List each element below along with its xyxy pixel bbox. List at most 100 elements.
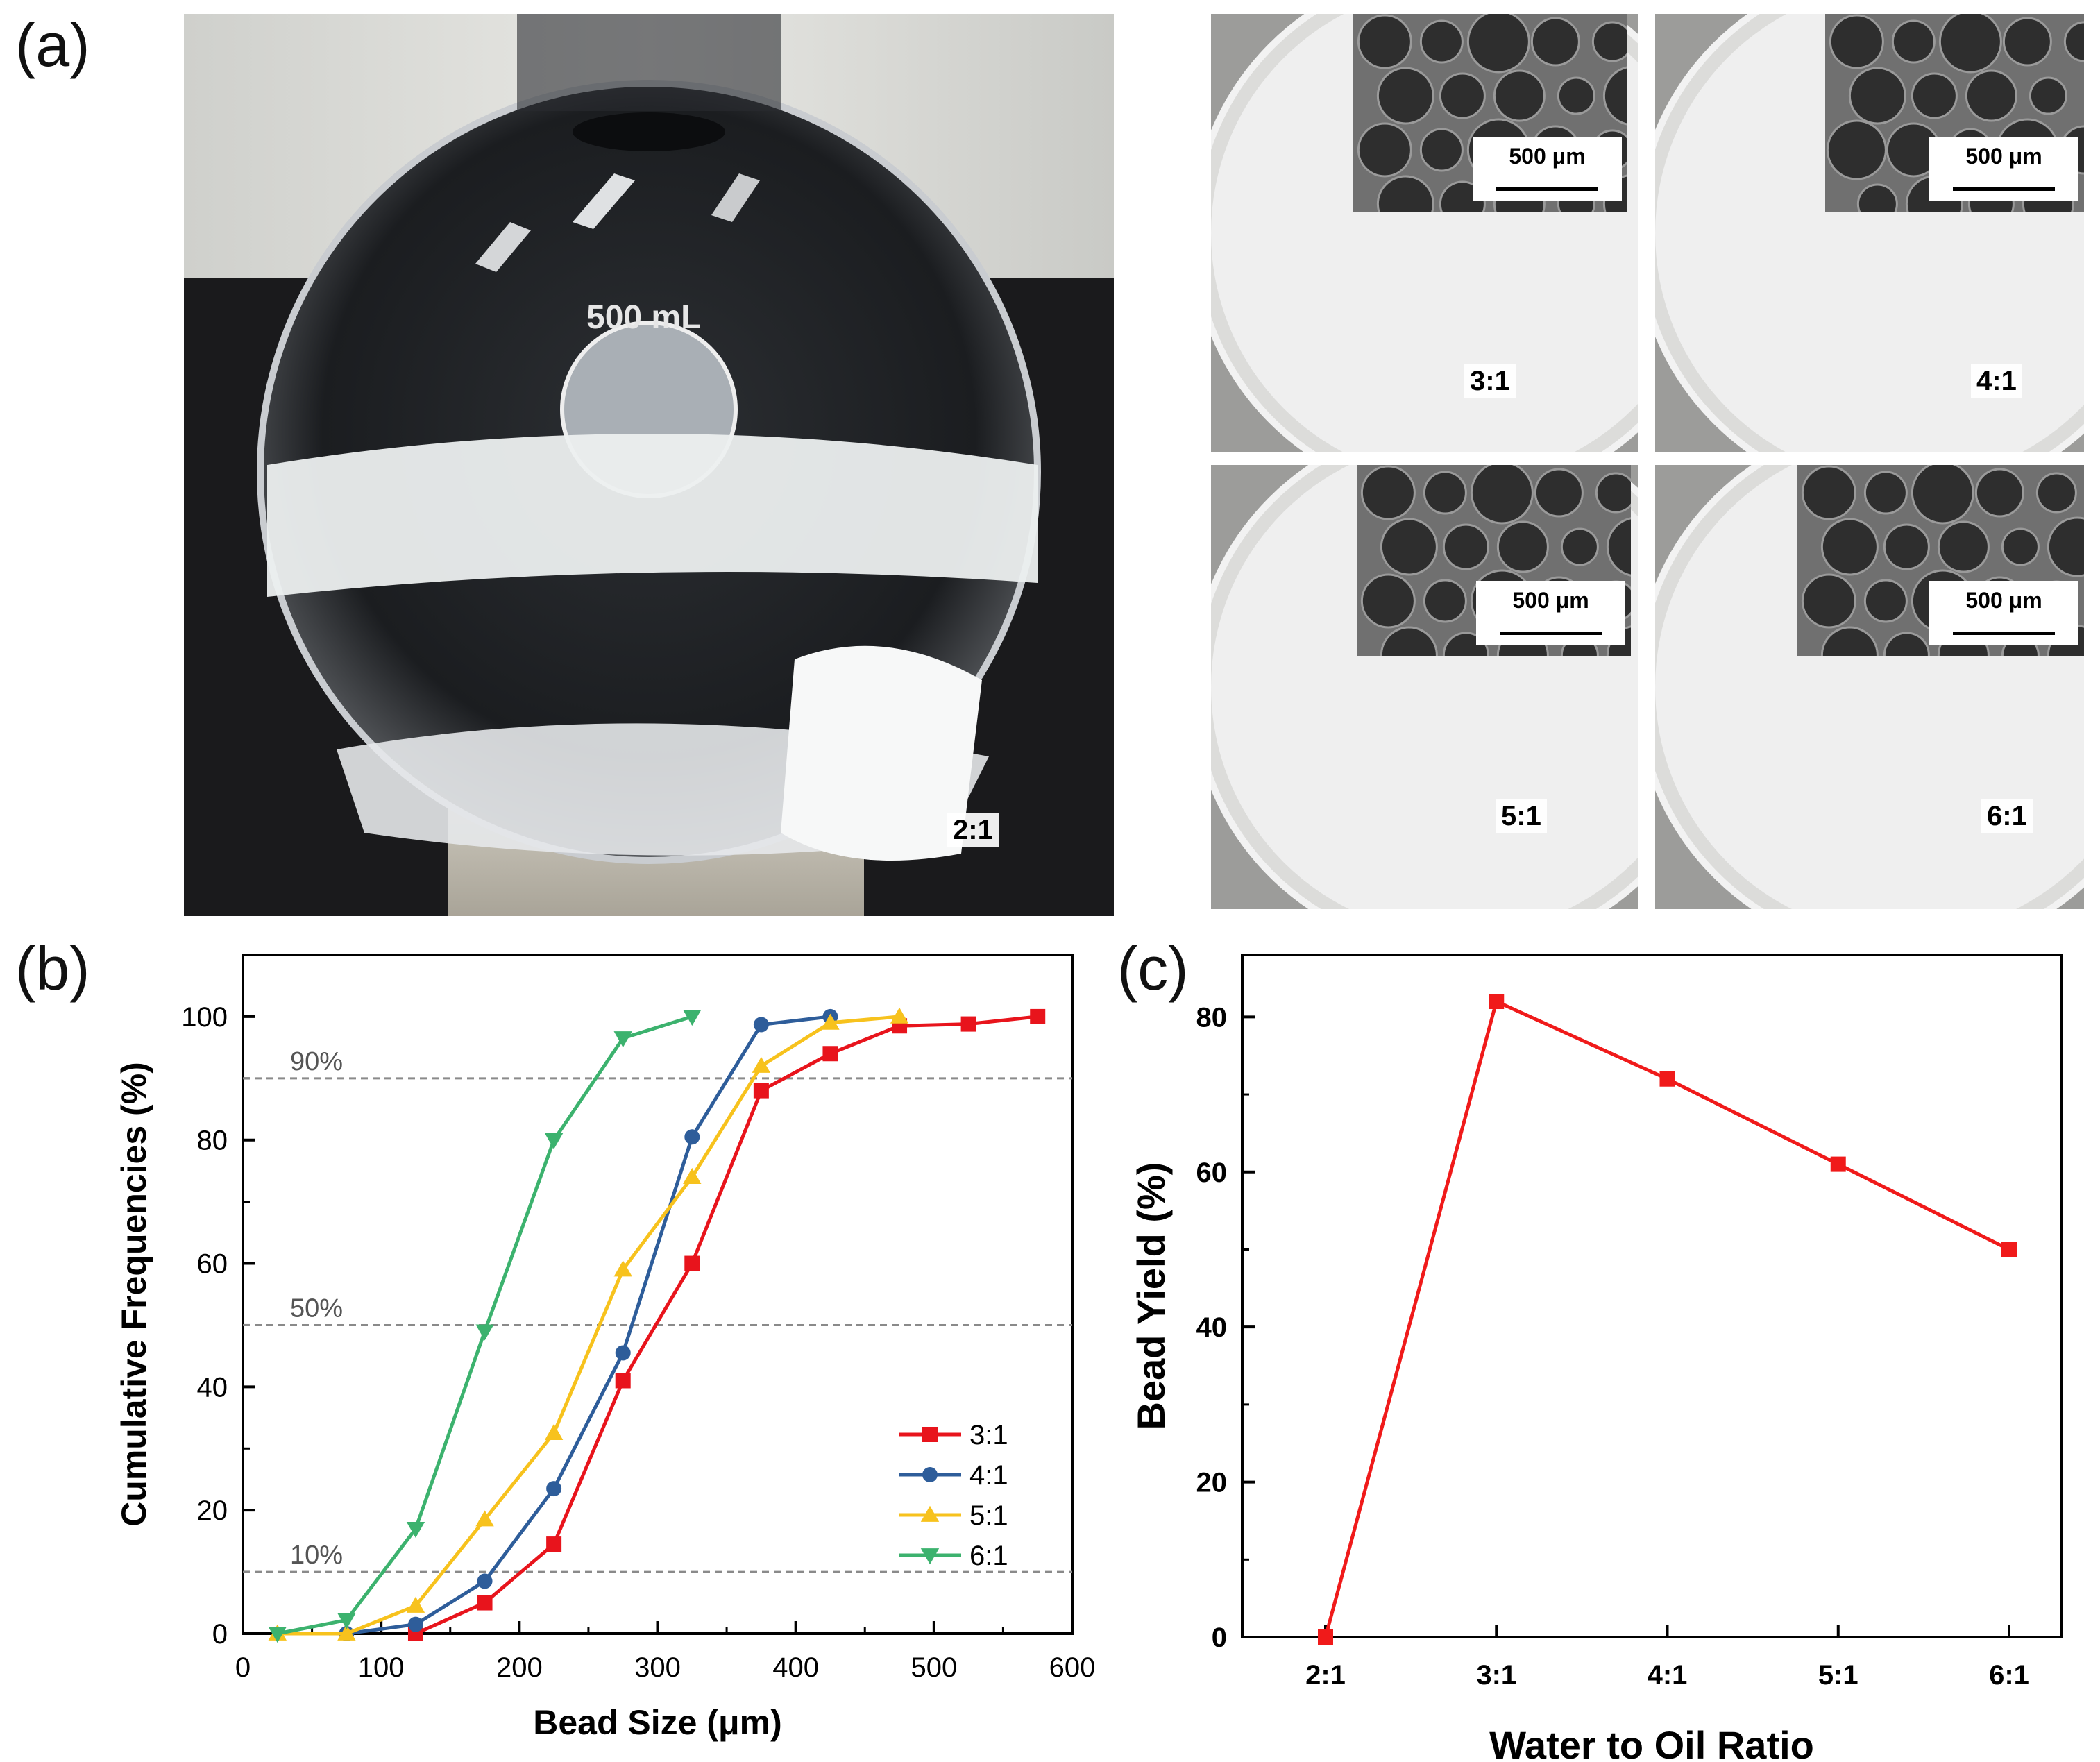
bead [1829, 14, 1884, 69]
bead [1848, 67, 1906, 125]
x-tick-label: 300 [634, 1652, 681, 1683]
data-point [1318, 1629, 1333, 1645]
bead [1496, 520, 1549, 573]
bead [1560, 527, 1599, 566]
bead [1863, 471, 1908, 515]
y-tick-label: 80 [1196, 1002, 1228, 1033]
bead [1530, 17, 1580, 67]
series-line [277, 1015, 900, 1636]
bead [1360, 465, 1416, 520]
bead [1466, 14, 1530, 74]
bead [2035, 472, 2077, 514]
data-point [546, 1481, 562, 1497]
bead [1423, 471, 1467, 515]
data-point [890, 1007, 909, 1024]
bead [1419, 128, 1464, 172]
microscope-inset: 500 μm [1825, 14, 2084, 212]
data-point [407, 1616, 423, 1632]
bead [1357, 14, 1412, 69]
bead [1820, 518, 1879, 576]
yield-line [1323, 999, 2010, 1638]
data-point [1489, 994, 1505, 1010]
y-tick-label: 40 [1196, 1312, 1228, 1343]
data-point [406, 1521, 425, 1539]
bead [1856, 183, 1898, 212]
petri-dish-photo: 500 μm 3:1 [1211, 14, 1638, 452]
bead [1470, 465, 1534, 525]
data-point [615, 1345, 631, 1361]
bead [1937, 520, 1990, 573]
scale-bar: 500 μm [1929, 581, 2078, 645]
bead [1380, 518, 1438, 576]
microscope-inset: 500 μm [1357, 465, 1631, 656]
bead [1439, 72, 1486, 119]
bead [1938, 14, 2002, 74]
bead [2029, 76, 2067, 115]
data-point [475, 1510, 494, 1527]
bead [1493, 69, 1546, 122]
bead [1801, 465, 1856, 520]
data-point [544, 1423, 564, 1440]
data-point [683, 1167, 702, 1184]
data-point [337, 1624, 356, 1641]
x-tick-label: 600 [1049, 1652, 1096, 1683]
x-tick-label: 400 [772, 1652, 819, 1683]
bead [1376, 175, 1434, 212]
bead-yield-chart: 2:1 3:1 4:1 5:1 6:1 0 20 40 60 80 Water to Oil Rat… [1129, 954, 2063, 1762]
microscope-inset: 500 μm [1353, 14, 1627, 212]
data-point [268, 1627, 287, 1643]
dish-ratio-label: 4:1 [1971, 364, 2022, 398]
legend-label: 4:1 [969, 1460, 1008, 1491]
x-tick-label: 6:1 [1989, 1660, 2029, 1691]
data-point [544, 1133, 564, 1149]
bead [1974, 468, 2024, 518]
microscope-inset: 500 μm [1797, 465, 2084, 656]
legend-marker [920, 1505, 940, 1522]
y-tick-label: 20 [1196, 1468, 1228, 1498]
reference-line-label: 10% [290, 1541, 343, 1570]
bead [1380, 626, 1438, 656]
data-point [2001, 1242, 2017, 1257]
data-point [1830, 1156, 1846, 1172]
y-tick-label: 0 [1212, 1623, 1227, 1653]
data-point [822, 1046, 838, 1062]
data-point [684, 1129, 700, 1145]
legend-marker [922, 1427, 938, 1442]
data-point [546, 1536, 562, 1552]
bead [1602, 66, 1627, 126]
bead [2002, 17, 2052, 67]
bead [1360, 573, 1416, 629]
y-tick-label: 20 [197, 1496, 228, 1526]
bead [1534, 468, 1584, 518]
data-point [960, 1016, 976, 1032]
bead [1883, 632, 1930, 656]
data-point [753, 1017, 769, 1033]
scale-bar-line [1953, 632, 2055, 635]
reference-line-label: 50% [290, 1294, 343, 1323]
bead [1557, 76, 1595, 115]
scale-bar-label: 500 μm [1965, 144, 2042, 169]
data-point [477, 1595, 493, 1611]
bead [1826, 119, 1887, 180]
y-tick-label: 80 [197, 1126, 228, 1156]
flask-ratio-label: 2:1 [947, 813, 999, 847]
x-axis-label: Bead Size (μm) [533, 1703, 781, 1742]
flask-capacity-label: 500 mL [586, 299, 702, 336]
bead [2001, 527, 2040, 566]
petri-dish-photo: 500 μm 4:1 [1655, 14, 2084, 452]
data-point [753, 1083, 769, 1099]
x-axis-label: Water to Oil Ratio [1489, 1723, 1814, 1762]
x-tick-label: 2:1 [1305, 1660, 1346, 1691]
data-point [1659, 1071, 1675, 1087]
bead [1801, 573, 1856, 629]
data-point [821, 1013, 840, 1030]
x-tick-label: 200 [496, 1652, 543, 1683]
data-point [1030, 1008, 1046, 1024]
bead [1883, 523, 1930, 570]
flask-illustration [184, 14, 1114, 916]
bead [1606, 517, 1631, 577]
bead [1376, 67, 1434, 125]
x-tick-label: 100 [358, 1652, 405, 1683]
legend-marker [920, 1548, 940, 1565]
bead [1863, 579, 1908, 623]
